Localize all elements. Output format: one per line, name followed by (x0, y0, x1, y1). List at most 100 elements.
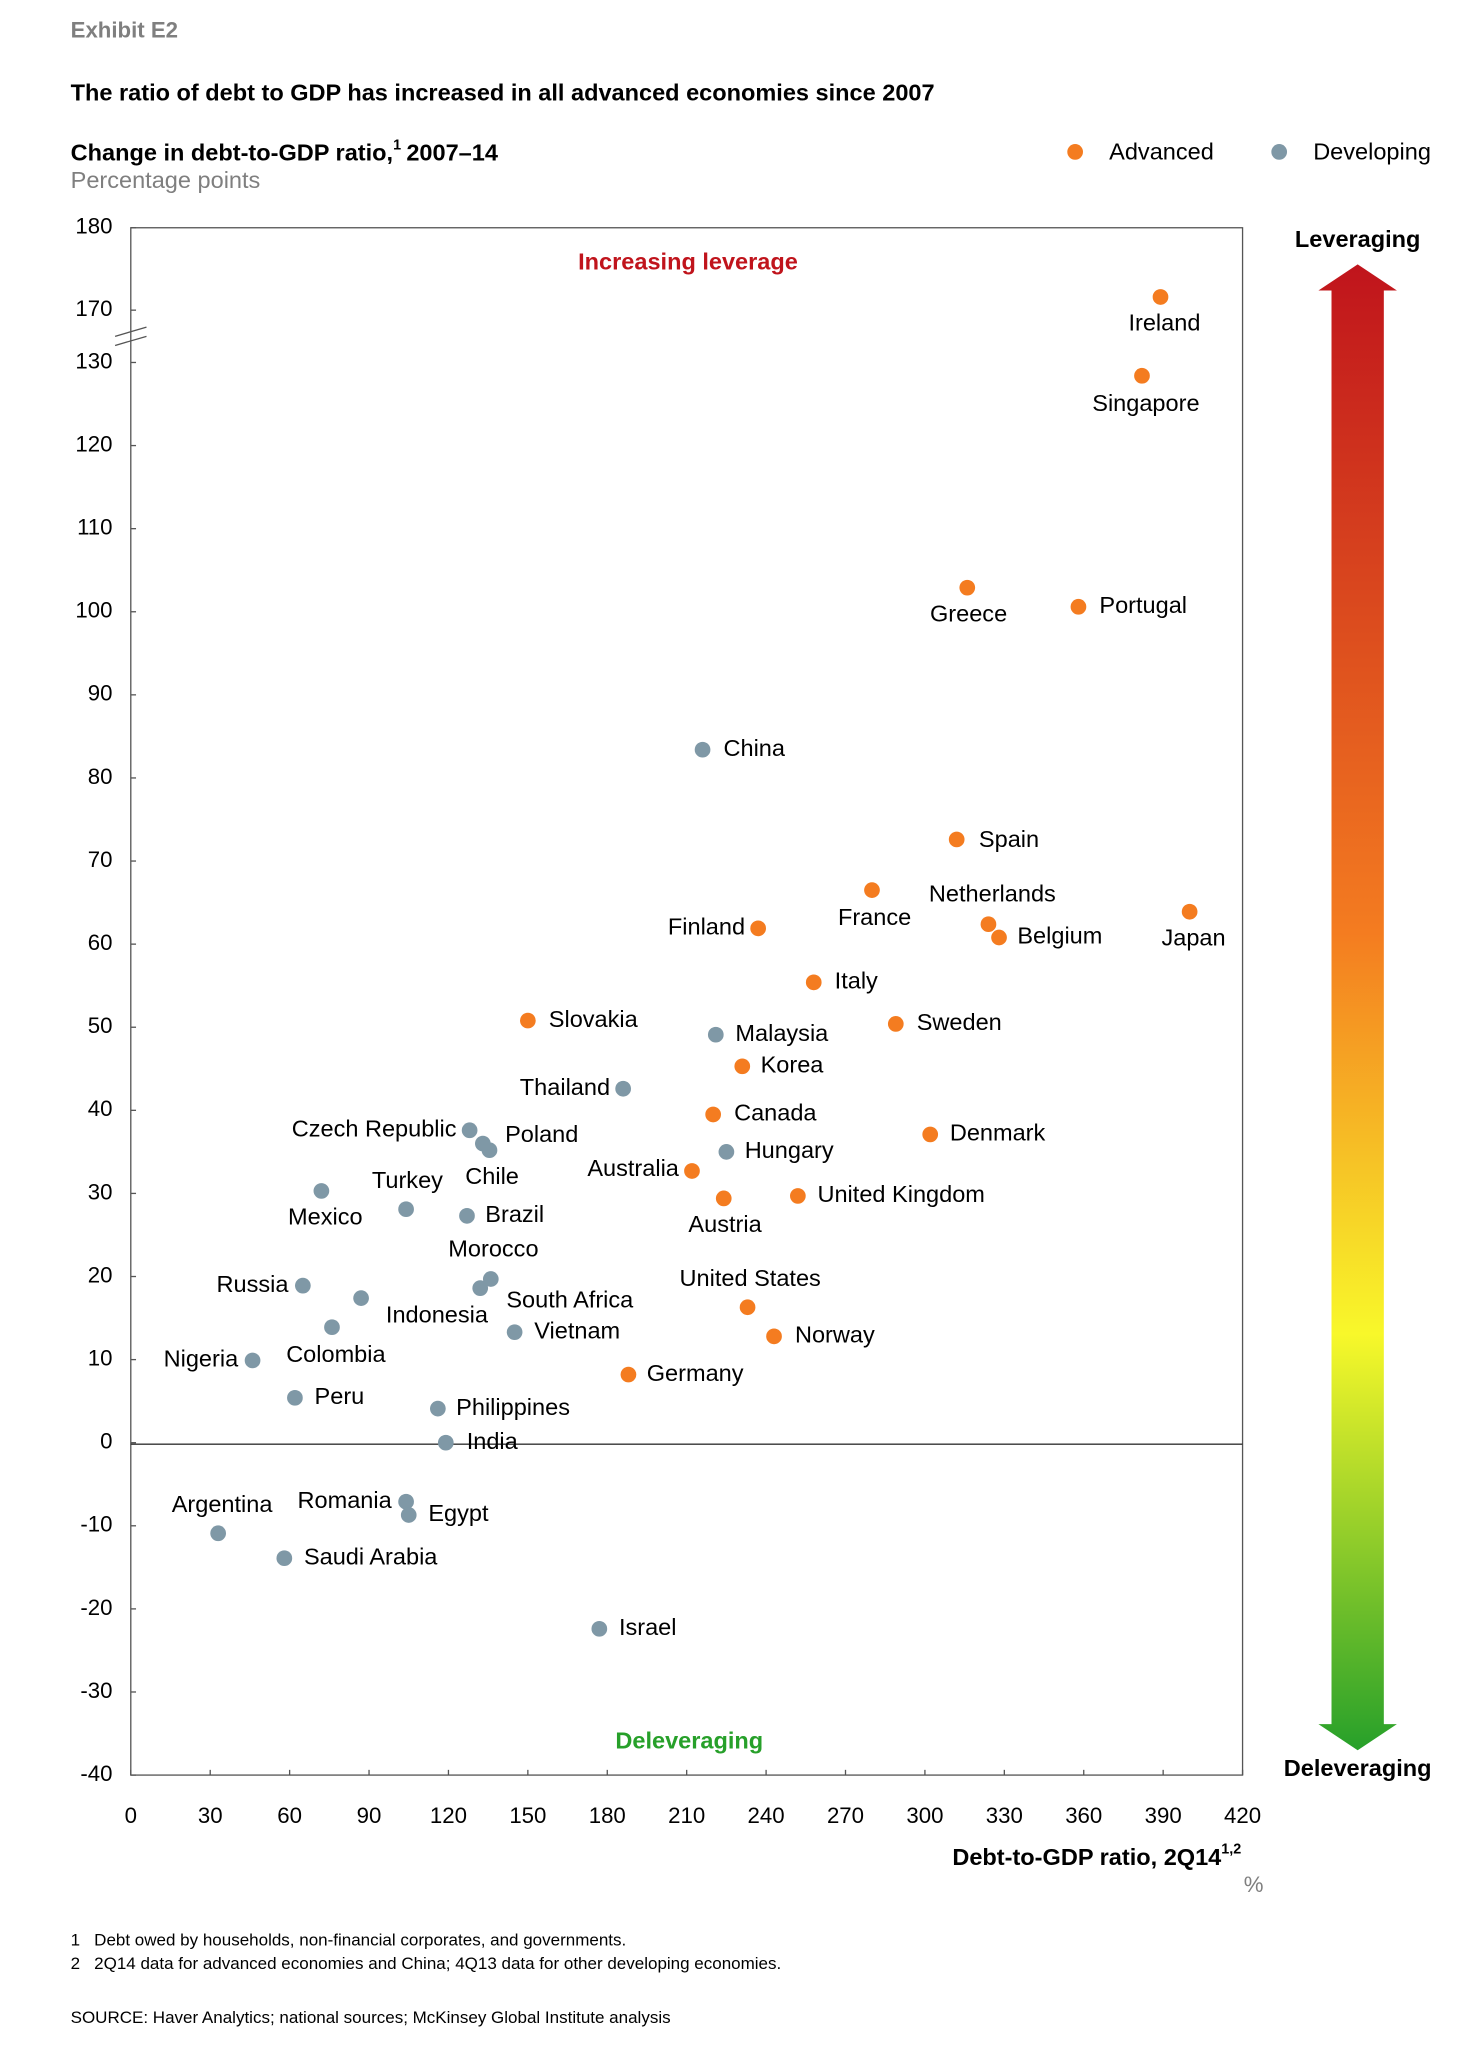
x-tick-label: 390 (1145, 1803, 1182, 1828)
point-label: Thailand (520, 1074, 610, 1100)
point-label: Colombia (286, 1341, 386, 1367)
exhibit: Exhibit E2 (71, 17, 178, 42)
point (398, 1493, 414, 1510)
y-tick-label: 110 (77, 515, 112, 540)
point (313, 1183, 330, 1199)
point (739, 1299, 756, 1316)
x-tick-label: 420 (1224, 1803, 1261, 1828)
y-tick-label: 100 (75, 598, 112, 623)
axis-break (114, 335, 147, 347)
point (805, 974, 822, 991)
y-label: Change in debt-to-GDP ratio,1 2007–14 (71, 137, 498, 166)
point (520, 1012, 536, 1029)
point (400, 1507, 417, 1523)
point-label: Morocco (448, 1235, 538, 1261)
point-label: Norway (795, 1322, 875, 1348)
point-label: Slovakia (549, 1006, 639, 1032)
y-tick-label: -30 (80, 1678, 112, 1703)
point-label: Philippines (456, 1394, 570, 1420)
x-tick-label: 360 (1065, 1803, 1102, 1828)
point-label: Brazil (485, 1201, 544, 1227)
point-label: Australia (587, 1155, 679, 1181)
point-label: Turkey (372, 1167, 443, 1193)
point-label: United Kingdom (817, 1181, 984, 1207)
y-tick-label: -40 (80, 1761, 112, 1786)
point-label: Poland (505, 1121, 578, 1147)
x-tick-label: 180 (589, 1803, 626, 1828)
point-label: Canada (734, 1100, 817, 1126)
x-tick-label: 240 (748, 1803, 785, 1828)
footnote: Debt owed by households, non-financial c… (94, 1931, 626, 1950)
point (459, 1208, 475, 1224)
y-tick-label: 180 (75, 214, 112, 239)
point-label: Argentina (172, 1491, 274, 1517)
point-label: Singapore (1092, 390, 1199, 416)
legend-marker (1067, 144, 1083, 160)
point-label: Netherlands (929, 881, 1056, 907)
point (1134, 367, 1150, 384)
point (437, 1434, 454, 1451)
x-tick-label: 0 (125, 1803, 137, 1828)
x-unit: % (1244, 1872, 1264, 1897)
source: SOURCE: Haver Analytics; national source… (71, 2008, 671, 2027)
point (959, 579, 976, 596)
point (1152, 289, 1169, 305)
point (705, 1106, 721, 1123)
point-label: Italy (835, 968, 878, 994)
footnote-number: 2 (71, 1954, 80, 1973)
point (461, 1122, 478, 1139)
point-label: Belgium (1017, 923, 1102, 949)
x-tick-label: 90 (357, 1803, 382, 1828)
legend-label: Advanced (1109, 138, 1214, 164)
point (287, 1389, 303, 1406)
point (715, 1190, 732, 1207)
point-label: China (723, 735, 785, 761)
top-annotation: Increasing leverage (578, 248, 798, 274)
y-tick-label: 130 (75, 348, 112, 373)
y-tick-label: 10 (88, 1345, 113, 1370)
point-label: Czech Republic (292, 1115, 457, 1141)
point-label: Mexico (288, 1204, 363, 1230)
point (694, 741, 711, 758)
x-tick-label: 270 (827, 1803, 864, 1828)
point-label: Denmark (950, 1120, 1046, 1146)
point-label: Nigeria (164, 1346, 239, 1372)
point (887, 1016, 904, 1032)
x-tick-label: 30 (198, 1803, 223, 1828)
point (707, 1026, 724, 1043)
y-tick-label: -10 (80, 1512, 112, 1537)
y-tick-label: 60 (88, 930, 113, 955)
point (276, 1550, 293, 1567)
title: The ratio of debt to GDP has increased i… (71, 80, 935, 106)
point-label: Portugal (1099, 592, 1187, 618)
point-label: Germany (647, 1360, 744, 1386)
point (324, 1319, 340, 1336)
footnotes: 1 Debt owed by households, non-financial… (71, 1931, 782, 2027)
x-tick-label: 60 (277, 1803, 302, 1828)
point-label: Saudi Arabia (304, 1543, 438, 1569)
point (718, 1144, 735, 1160)
x-tick-label: 210 (668, 1803, 705, 1828)
point-label: Peru (315, 1383, 365, 1409)
point (295, 1277, 311, 1294)
x-tick-label: 330 (986, 1803, 1023, 1828)
point-label: France (838, 904, 911, 930)
point-label: Russia (217, 1271, 290, 1297)
footnote: 2Q14 data for advanced economies and Chi… (94, 1954, 781, 1973)
point-label: Egypt (428, 1500, 489, 1526)
point-label: Israel (619, 1614, 677, 1640)
point (430, 1400, 446, 1417)
y-unit: Percentage points (71, 167, 261, 193)
point (1070, 598, 1087, 615)
bottom-annotation: Deleveraging (615, 1728, 763, 1754)
y-tick-label: 120 (75, 431, 112, 456)
point (591, 1620, 608, 1637)
arrow-top: Leveraging (1295, 226, 1421, 252)
x-label: Debt-to-GDP ratio, 2Q141,2 (952, 1841, 1241, 1870)
x-tick-label: 120 (430, 1803, 467, 1828)
series: Ireland Singapore Greece Portugal Spain Franc… (520, 289, 1226, 1386)
y-tick-label: 70 (88, 847, 113, 872)
point-label: Korea (761, 1052, 825, 1078)
point (620, 1366, 637, 1383)
